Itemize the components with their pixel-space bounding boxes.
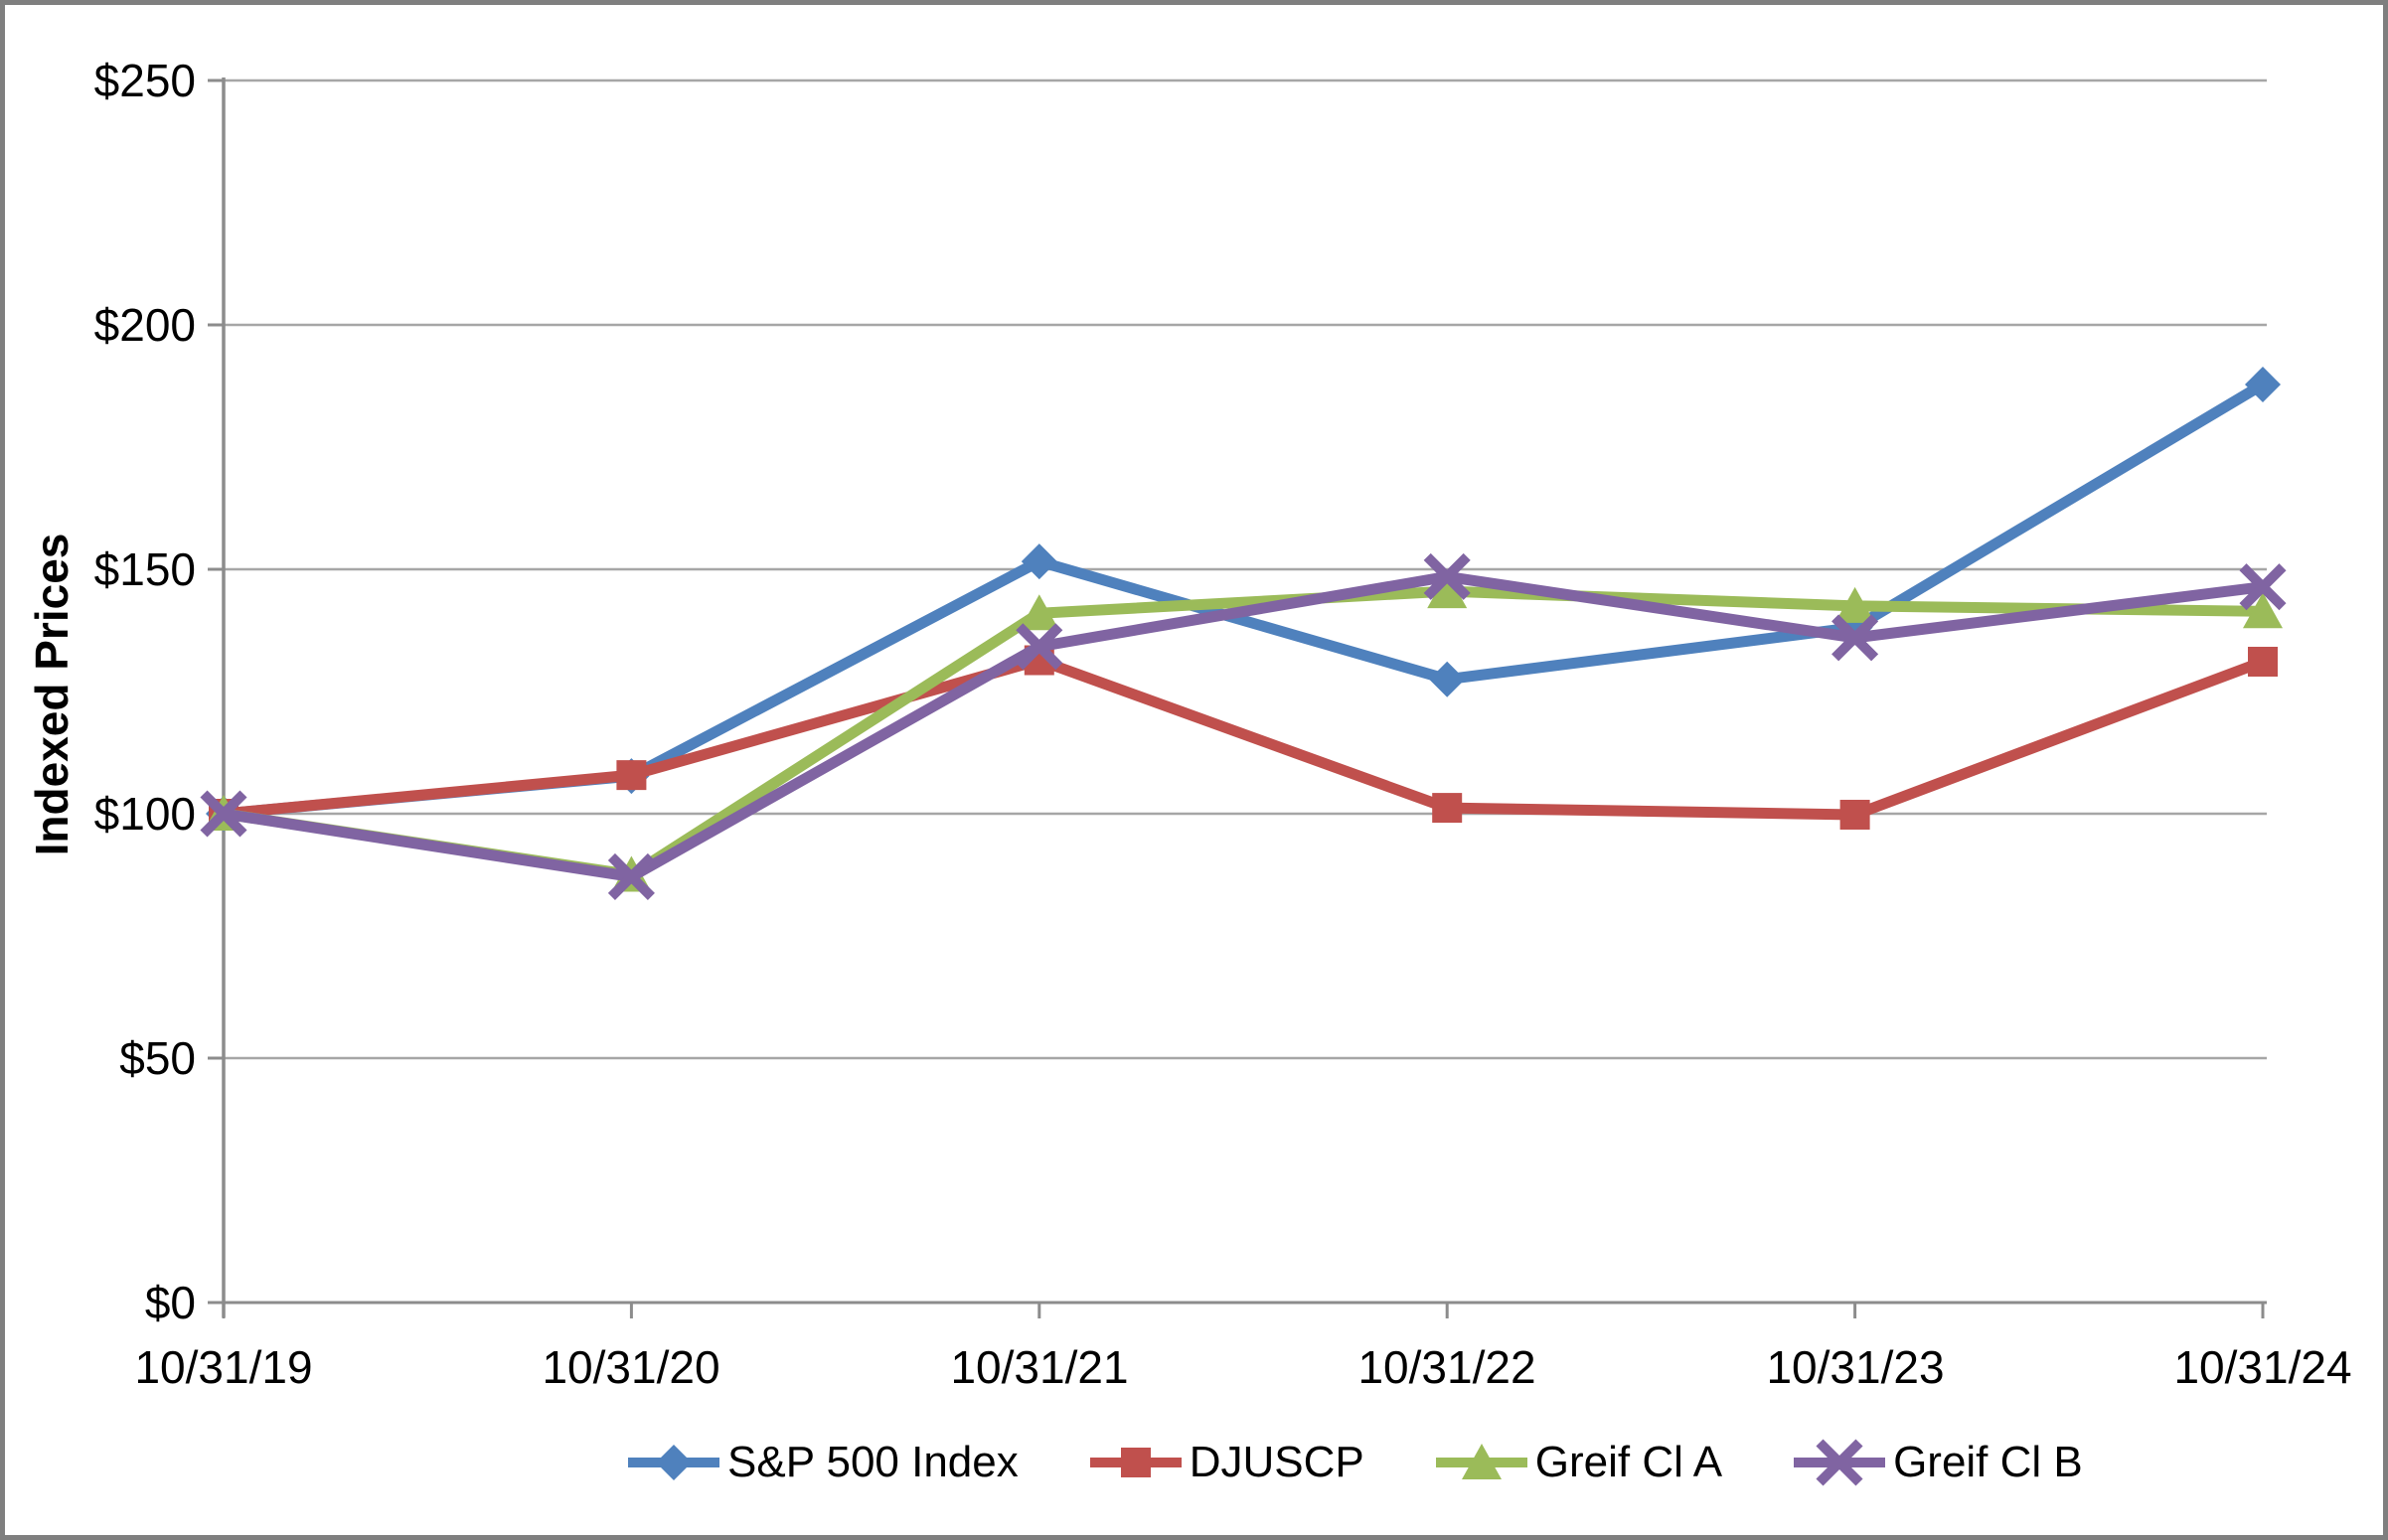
y-tick-label: $50 — [119, 1032, 196, 1084]
marker-greif-cl-a — [1427, 572, 1468, 609]
x-tick-label: 10/31/19 — [134, 1341, 312, 1393]
legend-label: S&P 500 Index — [727, 1438, 1019, 1486]
x-tick-label: 10/31/21 — [950, 1341, 1128, 1393]
marker-greif-cl-b — [607, 852, 655, 901]
marker-djuscp — [1432, 793, 1463, 824]
marker-greif-cl-b — [1423, 552, 1471, 600]
y-tick-label: $200 — [94, 299, 196, 351]
marker-greif-cl-b — [2239, 563, 2287, 611]
legend-key-icon — [628, 1445, 719, 1480]
marker-s-p-500-index — [2245, 367, 2281, 403]
legend-item-greif-cl-b: Greif Cl B — [1792, 1435, 2083, 1490]
y-tick-label: $100 — [94, 788, 196, 840]
x-tick-label: 10/31/20 — [542, 1341, 719, 1393]
legend-key-icon — [1435, 1444, 1527, 1479]
y-tick-label: $250 — [94, 55, 196, 106]
y-axis-title: Indexed Prices — [26, 533, 78, 856]
marker-s-p-500-index — [1429, 661, 1466, 697]
legend-label: DJUSCP — [1189, 1438, 1364, 1486]
legend: S&P 500 Index DJUSCP Greif Cl A Greif Cl… — [626, 1435, 2083, 1490]
x-tick-label: 10/31/22 — [1357, 1341, 1535, 1393]
legend-key-icon — [1794, 1439, 1886, 1486]
marker-s-p-500-index — [1021, 543, 1057, 580]
marker-greif-cl-b — [200, 790, 247, 838]
legend-key-marker — [656, 1445, 692, 1480]
marker-djuscp — [2248, 646, 2278, 677]
legend-item-greif-cl-a: Greif Cl A — [1434, 1435, 1722, 1490]
series-line-djuscp — [223, 655, 2265, 821]
legend-item-djuscp: DJUSCP — [1088, 1435, 1364, 1490]
marker-greif-cl-a — [1019, 594, 1059, 631]
legend-label: Greif Cl A — [1534, 1438, 1723, 1486]
series-lines — [200, 367, 2287, 901]
y-tick-label: $0 — [145, 1277, 196, 1328]
legend-key-marker — [1816, 1439, 1863, 1486]
marker-greif-cl-a — [1834, 586, 1875, 623]
axes — [208, 77, 2267, 1318]
x-axis-tick-labels: 10/31/19 10/31/20 10/31/21 10/31/22 10/3… — [134, 1341, 2351, 1393]
series-line-greif-cl-b — [223, 570, 2264, 882]
x-tick-label: 10/31/23 — [1766, 1341, 1944, 1393]
marker-greif-cl-b — [1831, 614, 1879, 662]
x-tick-label: 10/31/24 — [2173, 1341, 2351, 1393]
legend-item-sp500: S&P 500 Index — [626, 1435, 1019, 1490]
marker-greif-cl-a — [2243, 592, 2283, 629]
legend-label: Greif Cl B — [1893, 1438, 2083, 1486]
legend-key-marker — [1461, 1444, 1502, 1479]
marker-djuscp — [1839, 799, 1870, 830]
gridlines — [224, 78, 2267, 1305]
y-tick-label: $150 — [94, 543, 196, 595]
y-axis-tick-labels: $250 $200 $150 $100 $50 $0 — [94, 55, 196, 1328]
legend-key-icon — [1089, 1448, 1182, 1477]
legend-key-marker — [1120, 1448, 1151, 1477]
marker-djuscp — [616, 760, 647, 791]
marker-greif-cl-b — [1016, 623, 1063, 671]
